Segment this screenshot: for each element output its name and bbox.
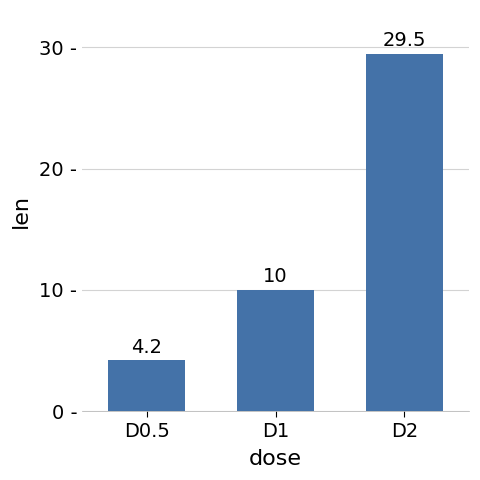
Bar xyxy=(108,360,185,411)
Bar xyxy=(366,54,443,411)
Y-axis label: len: len xyxy=(11,194,31,228)
Bar xyxy=(237,290,314,411)
Text: 10: 10 xyxy=(264,267,288,286)
Text: 29.5: 29.5 xyxy=(383,31,426,50)
X-axis label: dose: dose xyxy=(249,449,302,469)
Text: 4.2: 4.2 xyxy=(131,337,162,357)
